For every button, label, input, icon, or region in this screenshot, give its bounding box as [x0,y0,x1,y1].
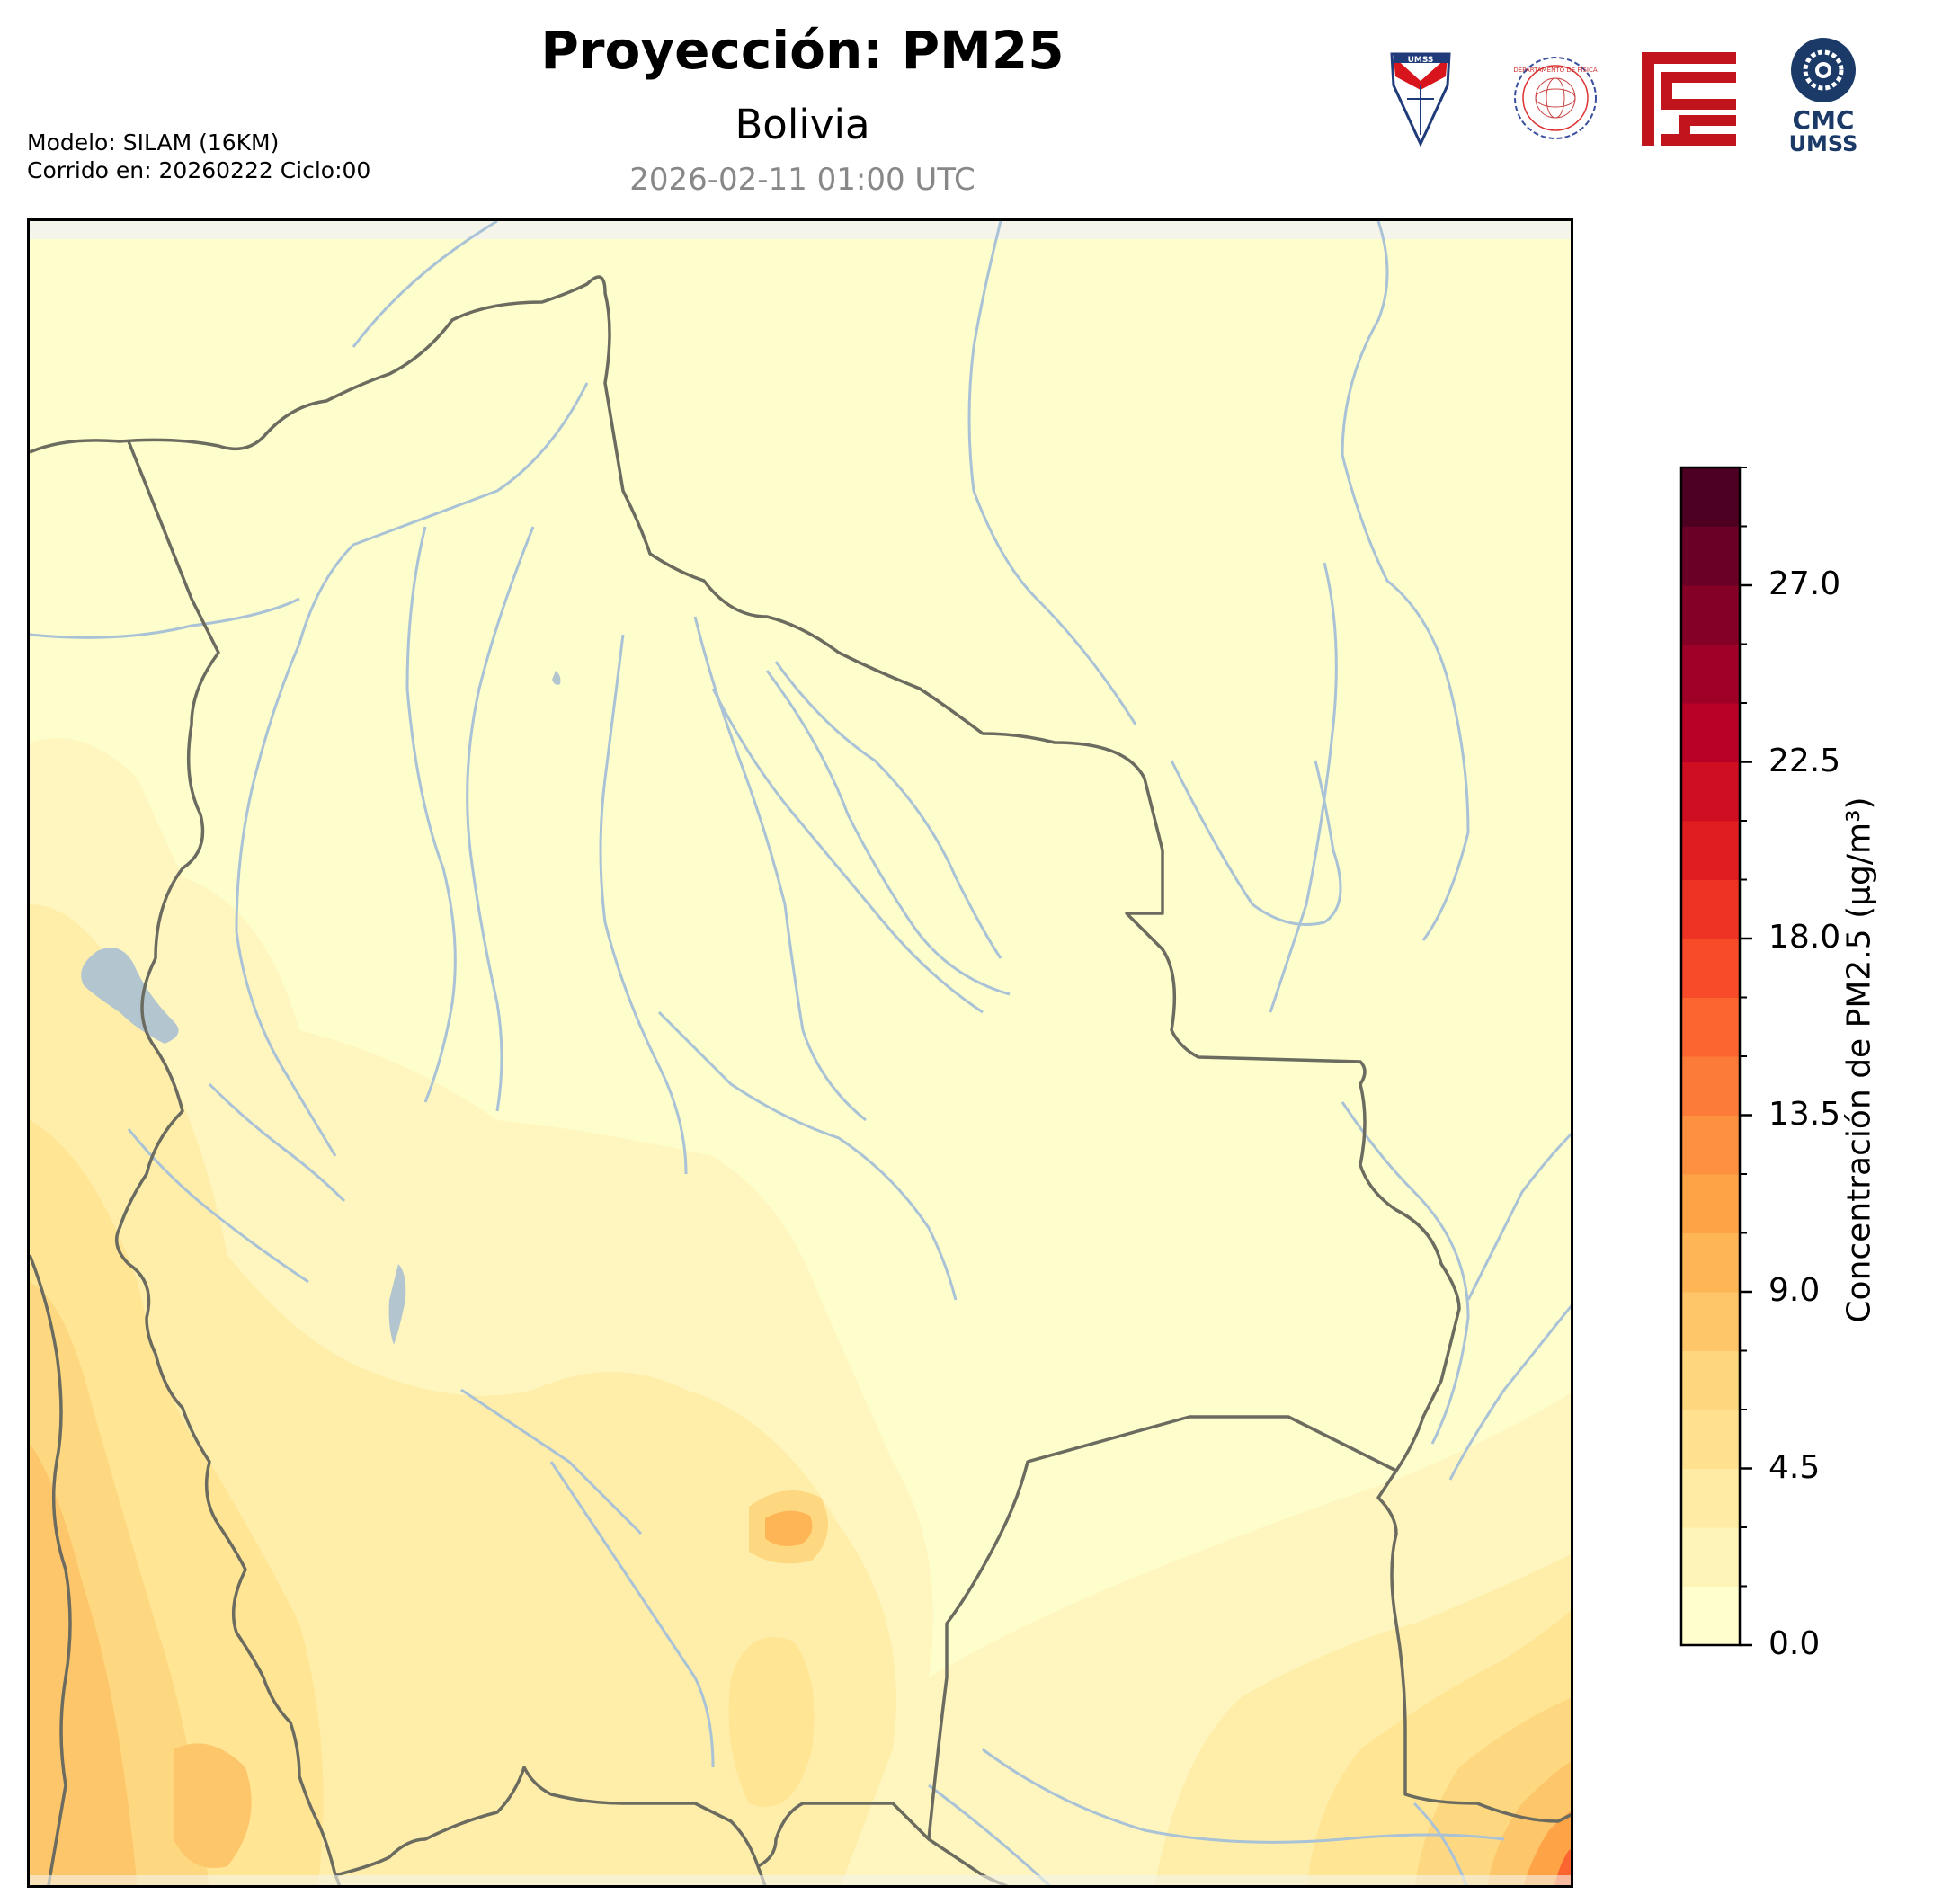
colorbar-segment [1681,467,1740,527]
colorbar-segment [1681,1056,1740,1116]
svg-text:UMSS: UMSS [1408,56,1434,65]
colorbar-segment [1681,1527,1740,1587]
colorbar-segment [1681,1292,1740,1351]
colorbar-segment [1681,939,1740,998]
lakes [81,671,561,1345]
colorbar-tick-label: 4.5 [1768,1448,1821,1486]
river-21 [982,1748,1505,1844]
chile-argentina-border [30,1254,72,1885]
contour-level-4-center [728,1637,815,1807]
map-top-margin [30,221,1571,239]
colorbar-segment [1681,997,1740,1057]
bolivia-south-border [334,1766,767,1885]
colorbar-tick-label: 22.5 [1768,742,1841,779]
river-25 [208,1082,346,1203]
pm25-concentration-map [30,221,1571,1885]
colorbar-segment [1681,1586,1740,1646]
colorbar-tick-label: 27.0 [1768,565,1841,602]
colorbar [1679,466,1752,1647]
colorbar-tick-label: 0.0 [1768,1625,1821,1662]
river-20 [460,1388,643,1535]
colorbar-segment [1681,1174,1740,1233]
colorbar-segment [1681,1468,1740,1528]
river-17 [1466,1132,1571,1301]
map-panel [27,218,1573,1888]
physics-department-seal-logo: DEPARTAMENTO DE FÍSICA [1513,57,1598,139]
river-12 [967,221,1137,725]
colorbar-segment [1681,644,1740,704]
colorbar-tick-label: 18.0 [1768,919,1841,956]
colorbar-segment [1681,703,1740,762]
forecast-datetime: 2026-02-11 01:00 UTC [629,162,975,198]
colorbar-segment [1681,1350,1740,1410]
chart-title: Proyección: PM25 [540,20,1065,81]
lake-poopo [388,1264,406,1345]
cmc-umss-logo: CMC UMSS [1783,36,1864,157]
river-11 [657,1010,958,1301]
river-13 [1341,221,1470,941]
contour-hotspot-inner [765,1510,813,1546]
river-7 [693,616,867,1122]
river-10 [774,661,1002,959]
colorbar-segment [1681,1115,1740,1175]
contour-level-6 [30,1444,138,1885]
river-9 [711,688,984,1014]
run-info-line: Corrido en: 20260222 Ciclo:00 [27,157,371,183]
colorbar-segment [1681,821,1740,880]
river-2 [30,597,300,639]
river-19 [549,1461,715,1768]
model-name-line: Modelo: SILAM (16KM) [27,129,280,156]
cmc-text: CMC [1792,105,1855,135]
small-lake-north [552,671,561,685]
colorbar-segment [1681,585,1740,645]
paraguay-border [927,1415,1397,1840]
colorbar-tick-label: 9.0 [1768,1272,1821,1309]
river-3 [235,382,589,1157]
river-6 [599,634,688,1175]
region-subtitle: Bolivia [735,101,870,148]
bolivia-west-border [114,440,342,1885]
colorbar-segment [1681,879,1740,939]
map-bottom-margin [30,1875,1571,1885]
river-14 [1170,760,1342,926]
colorbar-segment [1681,526,1740,586]
river-18 [1448,1304,1571,1481]
river-16 [1341,1101,1470,1445]
colorbar-segment [1681,761,1740,822]
colorbar-tick-label: 13.5 [1768,1095,1841,1133]
river-4 [405,526,457,1103]
river-1 [352,221,498,348]
colorbar-segment [1681,1410,1740,1469]
umss-text: UMSS [1788,131,1858,156]
bolivia-border [30,275,1571,1823]
colorbar-label: Concentración de PM2.5 (µg/m³) [1840,796,1878,1323]
river-15 [1269,562,1338,1013]
contour-level-8-east [1523,1811,1571,1885]
colorbar-segment [1681,1232,1740,1293]
lake-titicaca [81,948,179,1044]
contour-level-6-southwest [174,1743,252,1868]
model-info: Modelo: SILAM (16KM) Corrido en: 2026022… [27,129,370,184]
red-emblem-logo [1642,52,1736,146]
river-5 [466,526,535,1112]
svg-text:DEPARTAMENTO DE FÍSICA: DEPARTAMENTO DE FÍSICA [1513,66,1597,74]
cmc-emblem-icon [1791,38,1856,102]
rivers [30,221,1571,1885]
river-8 [765,670,1011,996]
umss-shield-logo: UMSS [1390,52,1451,147]
